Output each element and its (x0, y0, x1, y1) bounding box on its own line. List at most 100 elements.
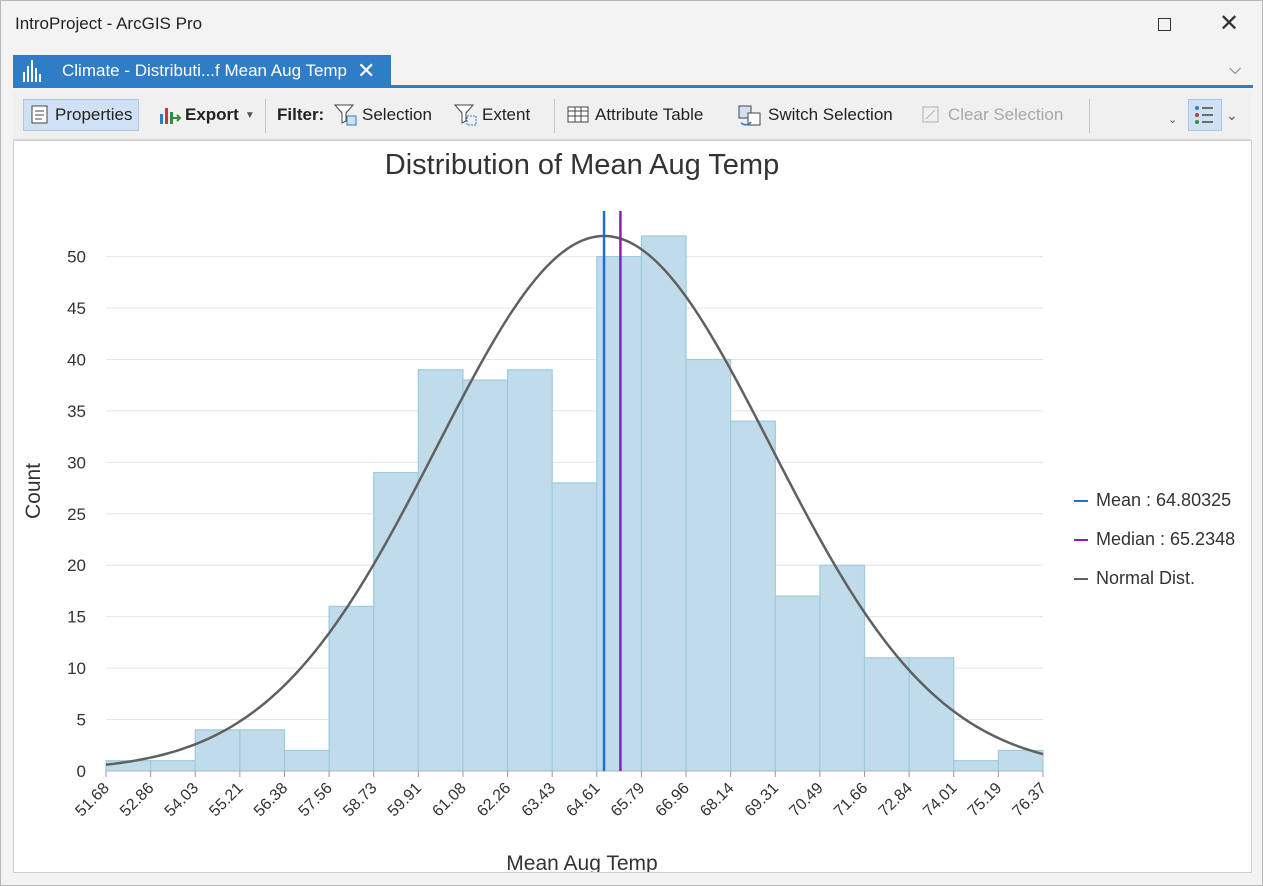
x-tick-label: 76.37 (1009, 780, 1049, 820)
x-tick-label: 75.19 (965, 780, 1005, 820)
switch-selection-button[interactable]: Switch Selection (737, 91, 893, 139)
toolbar-overflow-chevron-down-icon[interactable]: ⌄ (1168, 113, 1178, 126)
histogram-bar (551, 482, 598, 772)
export-label: Export (185, 105, 239, 124)
export-button[interactable]: Export ▼ (158, 91, 255, 139)
window-title: IntroProject - ArcGIS Pro (15, 14, 203, 33)
normal-distribution-curve (105, 234, 1044, 766)
x-tick-label: 71.66 (831, 780, 871, 820)
maximize-icon (1157, 17, 1171, 31)
x-tick-label: 69.31 (742, 780, 782, 820)
histogram-bar (819, 564, 866, 772)
filter-selection-button[interactable]: Selection (333, 91, 432, 139)
histogram-bar (283, 749, 330, 772)
legend-toggle-button[interactable] (1188, 99, 1222, 131)
tab-chart[interactable]: Climate - Distributi...f Mean Aug Temp ✕ (13, 55, 391, 87)
chart-title: Distribution of Mean Aug Temp (385, 149, 779, 181)
histogram-bar (506, 369, 553, 772)
legend-item: Normal Dist. (1074, 559, 1235, 598)
attribute-table-button[interactable]: Attribute Table (566, 91, 703, 139)
x-tick-label: 58.73 (340, 780, 380, 820)
legend-item: Mean : 64.80325 (1074, 481, 1235, 520)
title-bar: IntroProject - ArcGIS Pro ✕ (1, 1, 1262, 47)
y-tick-label: 35 (67, 402, 86, 421)
histogram-bar (328, 605, 375, 772)
x-tick-label: 74.01 (920, 780, 960, 820)
y-tick-label: 45 (67, 299, 86, 318)
x-tick-label: 51.68 (72, 780, 112, 820)
filter-extent-button[interactable]: Extent (453, 91, 530, 139)
x-tick-label: 56.38 (251, 780, 291, 820)
table-icon (567, 106, 589, 123)
y-tick-label: 10 (67, 659, 86, 678)
x-tick-label: 52.86 (117, 780, 157, 820)
tab-list-chevron-down-icon[interactable]: ⌵ (1229, 61, 1242, 78)
clear-selection-icon (922, 106, 939, 123)
y-tick-label: 20 (67, 556, 86, 575)
x-tick-label: 54.03 (162, 780, 202, 820)
clear-selection-label: Clear Selection (948, 105, 1064, 124)
legend-label: Median : 65.2348 (1096, 529, 1236, 549)
x-tick-label: 61.08 (429, 780, 469, 820)
export-dropdown-icon: ▼ (244, 109, 255, 121)
y-tick-label: 50 (67, 248, 86, 267)
x-tick-label: 65.79 (608, 780, 648, 820)
histogram-chart-icon (23, 60, 47, 82)
attribute-table-label: Attribute Table (595, 105, 704, 124)
close-icon: ✕ (1218, 10, 1240, 37)
chart-panel: Distribution of Mean Aug Temp 0 5 10 15 20 25 3… (13, 140, 1252, 873)
x-tick-label: 63.43 (519, 780, 559, 820)
histogram-chart: Distribution of Mean Aug Temp 0 5 10 15 20 25 3… (22, 149, 1050, 872)
histogram-bar (908, 657, 955, 772)
histogram-bar (150, 760, 196, 772)
filter-label: Filter: (277, 105, 325, 124)
legend-label: Mean : 64.80325 (1096, 490, 1232, 510)
histogram-bar (953, 760, 999, 772)
tab-close-icon[interactable]: ✕ (357, 58, 376, 83)
histogram-bar (863, 657, 910, 772)
properties-label: Properties (55, 105, 133, 124)
toolbar-separator (265, 99, 266, 133)
toolbar-separator (1089, 99, 1090, 133)
x-tick-label: 59.91 (385, 780, 425, 820)
y-tick-label: 25 (67, 505, 86, 524)
histogram-bar (774, 595, 821, 772)
histogram-bar (462, 379, 509, 772)
x-tick-label: 68.14 (697, 780, 737, 820)
legend-swatch (1074, 577, 1088, 580)
legend-options-chevron-down-icon[interactable]: ⌄ (1226, 106, 1238, 123)
tab-bar: Climate - Distributi...f Mean Aug Temp ✕… (1, 47, 1262, 89)
extent-label: Extent (482, 105, 531, 124)
histogram-bar (730, 420, 776, 772)
x-tick-label: 55.21 (206, 780, 246, 820)
filter-extent-icon (453, 104, 477, 126)
properties-button[interactable]: Properties (23, 99, 140, 131)
y-axis-title: Count (22, 463, 45, 519)
maximize-button[interactable] (1134, 1, 1194, 47)
x-tick-label: 57.56 (296, 780, 336, 820)
close-window-button[interactable]: ✕ (1199, 1, 1259, 47)
y-tick-label: 30 (67, 453, 86, 472)
tab-label: Climate - Distributi...f Mean Aug Temp (62, 61, 348, 80)
y-tick-label: 15 (67, 608, 86, 627)
x-tick-label: 64.61 (563, 780, 603, 820)
legend-list-icon (1194, 106, 1213, 124)
clear-selection-button[interactable]: Clear Selection (921, 91, 1063, 139)
legend-swatch (1074, 499, 1088, 502)
legend-label: Normal Dist. (1096, 568, 1196, 588)
histogram-bar (239, 729, 286, 772)
export-chart-icon (160, 108, 182, 124)
y-tick-label: 40 (67, 350, 86, 369)
selection-label: Selection (362, 105, 432, 124)
legend-swatch (1074, 538, 1088, 541)
toolbar-separator (554, 99, 555, 133)
histogram-bar (685, 358, 732, 772)
histogram-bar (194, 729, 241, 772)
properties-icon (31, 105, 48, 124)
histogram-bar (373, 472, 419, 772)
y-tick-label: 5 (77, 711, 86, 730)
legend-item: Median : 65.2348 (1074, 520, 1235, 559)
x-axis-title: Mean Aug Temp (506, 852, 657, 872)
histogram-bar (640, 235, 687, 772)
